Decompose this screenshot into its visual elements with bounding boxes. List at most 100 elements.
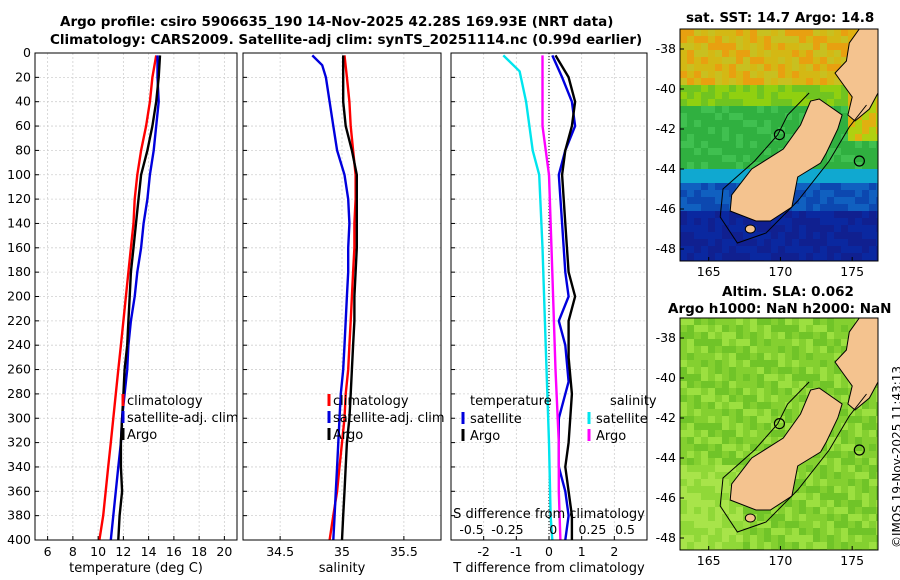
map-cell bbox=[771, 225, 778, 232]
x2-tick-label: 0 bbox=[549, 522, 557, 537]
map-cell bbox=[708, 64, 715, 71]
map-cell bbox=[701, 197, 708, 204]
map-cell bbox=[687, 141, 694, 148]
map-cell bbox=[687, 402, 694, 409]
map-cell bbox=[876, 204, 878, 211]
map-cell bbox=[792, 507, 799, 514]
north-island bbox=[834, 317, 879, 411]
map-cell bbox=[687, 339, 694, 346]
map-x-tick-label: 165 bbox=[697, 264, 721, 279]
map-cell bbox=[771, 528, 778, 535]
map-cell bbox=[792, 360, 799, 367]
map-cell bbox=[785, 402, 792, 409]
map-cell bbox=[743, 353, 750, 360]
map-cell bbox=[827, 176, 834, 183]
map-cell bbox=[792, 120, 799, 127]
map-cell bbox=[764, 50, 771, 57]
map-cell bbox=[827, 204, 834, 211]
map-cell bbox=[785, 416, 792, 423]
x-tick-label: 35 bbox=[334, 544, 350, 559]
map-cell bbox=[729, 360, 736, 367]
map-cell bbox=[722, 479, 729, 486]
map-cell bbox=[834, 50, 841, 57]
map-cell bbox=[736, 141, 743, 148]
map-cell bbox=[834, 535, 841, 542]
map-cell bbox=[841, 176, 848, 183]
map-cell bbox=[813, 218, 820, 225]
map-cell bbox=[827, 318, 834, 325]
map-cell bbox=[729, 85, 736, 92]
x2-tick-label: 0.25 bbox=[578, 522, 606, 537]
map-cell bbox=[820, 232, 827, 239]
map-cell bbox=[757, 113, 764, 120]
map-cell bbox=[743, 437, 750, 444]
map-cell bbox=[869, 197, 876, 204]
map-cell bbox=[729, 134, 736, 141]
map-cell bbox=[701, 183, 708, 190]
map-cell bbox=[792, 246, 799, 253]
map-cell bbox=[680, 57, 687, 64]
map-cell bbox=[862, 493, 869, 500]
map-cell bbox=[778, 353, 785, 360]
chatham-rise-marker bbox=[853, 155, 865, 167]
map-cell bbox=[834, 232, 841, 239]
map-cell bbox=[841, 458, 848, 465]
map-cell bbox=[722, 493, 729, 500]
map-cell bbox=[869, 190, 876, 197]
map-cell bbox=[869, 451, 876, 458]
map-cell bbox=[841, 92, 848, 99]
map-cell bbox=[827, 43, 834, 50]
map-cell bbox=[792, 535, 799, 542]
map-cell bbox=[799, 29, 806, 36]
map-cell bbox=[862, 444, 869, 451]
map-cell bbox=[764, 99, 771, 106]
map-cell bbox=[729, 423, 736, 430]
map-cell bbox=[778, 50, 785, 57]
map-cell bbox=[722, 381, 729, 388]
map-cell bbox=[750, 57, 757, 64]
map-cell bbox=[743, 120, 750, 127]
map-cell bbox=[687, 325, 694, 332]
map-cell bbox=[806, 232, 813, 239]
map-cell bbox=[785, 367, 792, 374]
map-cell bbox=[806, 57, 813, 64]
map-cell bbox=[848, 225, 855, 232]
map-cell bbox=[862, 162, 869, 169]
map-cell bbox=[764, 346, 771, 353]
legend-label: satellite bbox=[470, 412, 522, 427]
map-cell bbox=[827, 325, 834, 332]
map-cell bbox=[743, 50, 750, 57]
map-cell bbox=[799, 486, 806, 493]
map-cell bbox=[708, 318, 715, 325]
map-cell bbox=[743, 339, 750, 346]
map-cell bbox=[827, 190, 834, 197]
map-cell bbox=[869, 493, 876, 500]
y-tick-label: 260 bbox=[7, 362, 31, 377]
map-cell bbox=[729, 388, 736, 395]
map-cell bbox=[785, 218, 792, 225]
map-cell bbox=[848, 127, 855, 134]
map-cell bbox=[729, 106, 736, 113]
map-cell bbox=[729, 162, 736, 169]
map-cell bbox=[736, 318, 743, 325]
map-cell bbox=[813, 479, 820, 486]
map-cell bbox=[680, 253, 687, 260]
map-cell bbox=[869, 148, 876, 155]
map-cell bbox=[715, 409, 722, 416]
map-cell bbox=[855, 169, 862, 176]
map-cell bbox=[701, 465, 708, 472]
map-cell bbox=[848, 190, 855, 197]
map-cell bbox=[736, 246, 743, 253]
y-tick-label: 60 bbox=[15, 118, 31, 133]
map-cell bbox=[722, 514, 729, 521]
map-cell bbox=[792, 218, 799, 225]
map-cell bbox=[855, 479, 862, 486]
map-cell bbox=[750, 134, 757, 141]
map-cell bbox=[736, 423, 743, 430]
map-cell bbox=[862, 183, 869, 190]
map-cell bbox=[827, 388, 834, 395]
map-cell bbox=[771, 507, 778, 514]
map-cell bbox=[813, 507, 820, 514]
map-cell bbox=[869, 169, 876, 176]
